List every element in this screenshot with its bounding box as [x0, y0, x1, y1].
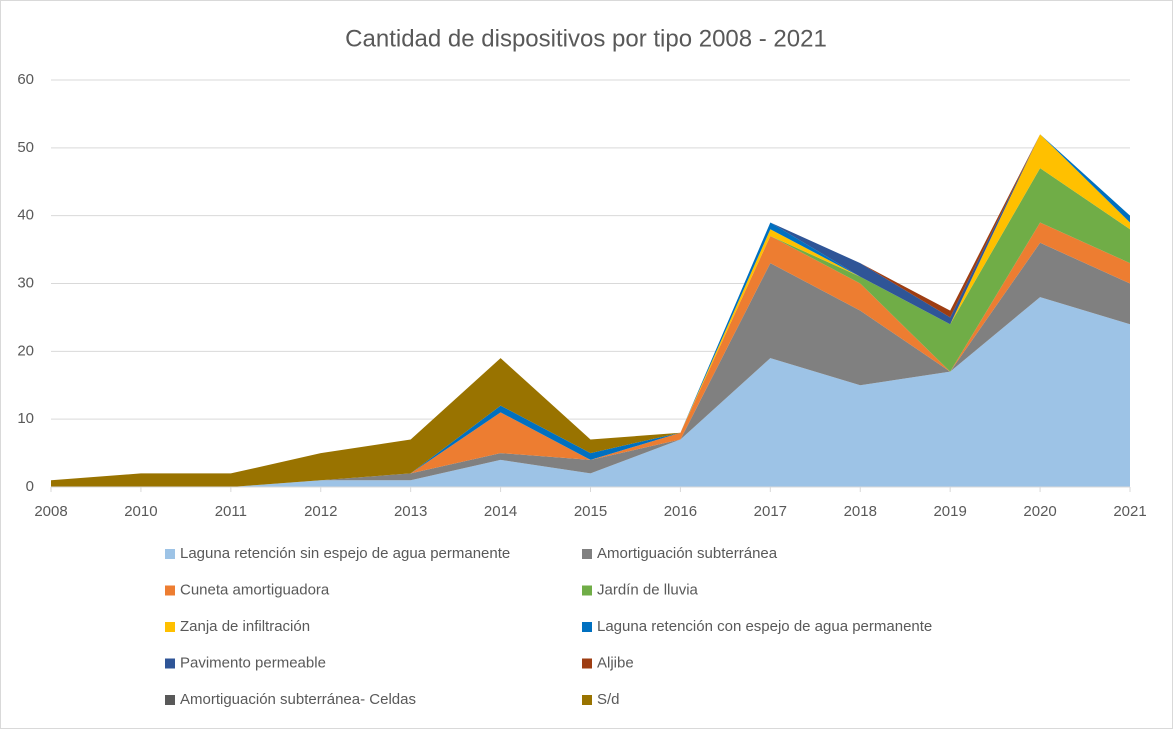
area — [51, 168, 1130, 487]
x-tick-label: 2017 — [754, 503, 787, 520]
legend-label: Pavimento permeable — [180, 654, 326, 671]
legend-swatch — [582, 658, 592, 669]
x-tick-label: 2014 — [484, 503, 517, 520]
y-tick-label: 10 — [17, 410, 34, 427]
x-tick-label: 2018 — [844, 503, 877, 520]
x-tick-label: 2008 — [34, 503, 67, 520]
x-tick-label: 2016 — [664, 503, 697, 520]
legend-swatch — [582, 549, 592, 559]
legend-label: Aljibe — [597, 654, 634, 671]
x-tick-label: 2020 — [1023, 503, 1056, 520]
y-tick-label: 20 — [17, 342, 34, 359]
legend-swatch — [582, 622, 592, 632]
x-tick-label: 2021 — [1113, 503, 1146, 520]
x-tick-label: 2011 — [215, 503, 247, 520]
y-tick-label: 30 — [17, 274, 34, 291]
x-tick-label: 2015 — [574, 503, 607, 520]
legend-swatch — [165, 585, 175, 596]
legend-label: Zanja de infiltración — [180, 618, 310, 635]
legend-swatch — [582, 585, 592, 596]
legend-label: Cuneta amortiguadora — [180, 581, 330, 598]
x-tick-label: 2013 — [394, 503, 427, 520]
y-tick-label: 0 — [26, 478, 34, 495]
legend-label: Laguna retención sin espejo de agua perm… — [180, 545, 510, 562]
legend-swatch — [165, 658, 175, 669]
legend-label: S/d — [597, 691, 620, 708]
legend-swatch — [165, 695, 175, 705]
area — [51, 297, 1130, 487]
legend-label: Laguna retención con espejo de agua perm… — [597, 618, 932, 635]
legend-swatch — [165, 549, 175, 559]
area — [51, 242, 1130, 487]
x-tick-label: 2010 — [124, 503, 157, 520]
legend-swatch — [165, 622, 175, 632]
area — [51, 222, 1130, 487]
y-tick-label: 60 — [17, 71, 34, 88]
legend-swatch — [582, 695, 592, 705]
y-tick-label: 50 — [17, 139, 34, 156]
x-tick-label: 2012 — [304, 503, 337, 520]
legend-label: Amortiguación subterránea — [597, 545, 778, 562]
chart-title: Cantidad de dispositivos por tipo 2008 -… — [345, 25, 827, 52]
legend-label: Amortiguación subterránea- Celdas — [180, 691, 416, 708]
y-tick-label: 40 — [17, 207, 34, 224]
legend-label: Jardín de lluvia — [597, 581, 699, 598]
x-tick-label: 2019 — [933, 503, 966, 520]
